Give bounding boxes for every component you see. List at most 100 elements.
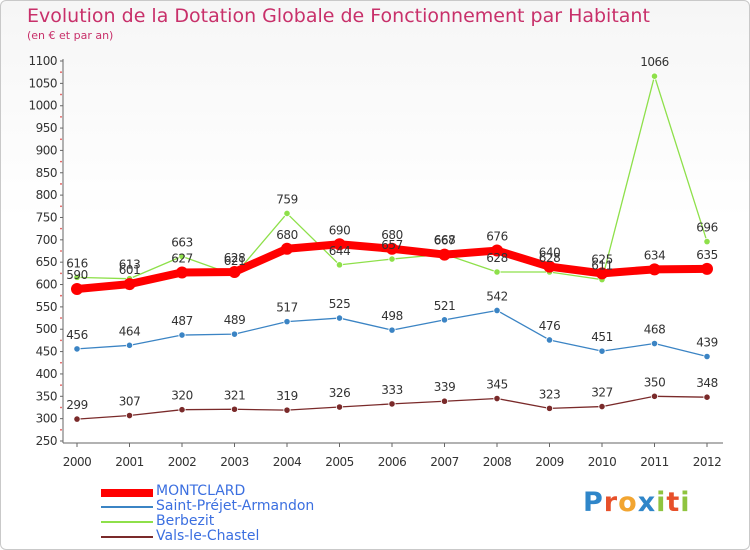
data-label: 348 <box>696 376 717 390</box>
y-tick-label: 300 <box>36 412 57 426</box>
legend-label-berbezit: Berbezit <box>156 513 215 529</box>
data-label: 640 <box>539 246 560 260</box>
data-label: 690 <box>329 223 350 237</box>
logo-letter: i <box>656 487 667 518</box>
data-point <box>73 345 81 353</box>
legend-swatch-berbezit <box>101 521 153 523</box>
y-minor-tick <box>60 250 62 252</box>
data-labels: 616 613 663 621 759 644 657 668 628 628 611 1066 696… <box>66 55 718 412</box>
legend-swatch-montclard <box>101 489 153 497</box>
x-tick-label: 2002 <box>168 455 197 469</box>
data-point <box>703 393 711 401</box>
y-minor-tick <box>60 317 62 319</box>
data-point <box>123 278 136 291</box>
y-tick-label: 700 <box>36 233 57 247</box>
axes: 250 300 350 400 450 500 550 600 650 700 750 800 850 9… <box>28 54 723 469</box>
logo-letter: i <box>680 487 691 518</box>
data-point <box>493 268 501 276</box>
data-label: 627 <box>171 251 192 265</box>
logo-letter: t <box>666 487 681 518</box>
legend-label-saint-prejet-armandon: Saint-Préjet-Armandon <box>156 498 315 514</box>
data-label: 487 <box>171 314 192 328</box>
data-label: 464 <box>119 324 140 338</box>
data-point <box>71 283 83 295</box>
data-label: 333 <box>381 383 402 397</box>
data-label: 299 <box>66 398 87 412</box>
data-label: 668 <box>434 233 455 247</box>
data-label: 468 <box>644 323 665 337</box>
proxiti-logo: Proxiti <box>583 487 691 518</box>
x-tick-label: 2005 <box>325 455 354 469</box>
data-point <box>386 242 398 255</box>
data-point <box>125 411 134 420</box>
data-point <box>440 397 449 405</box>
y-tick-label: 600 <box>36 278 57 292</box>
logo-letter: x <box>637 487 657 518</box>
y-tick-label: 950 <box>36 121 57 135</box>
y-minor-tick <box>60 384 62 387</box>
data-point <box>545 336 554 344</box>
y-minor-tick <box>60 71 62 74</box>
y-tick-label: 750 <box>36 210 57 224</box>
data-point <box>335 403 344 411</box>
x-tick-label: 2008 <box>483 455 512 469</box>
y-tick-label: 1000 <box>28 99 57 113</box>
data-point <box>545 404 554 412</box>
y-minor-tick <box>60 115 62 118</box>
data-label: 663 <box>171 235 192 249</box>
data-label: 439 <box>696 336 717 350</box>
data-point <box>703 352 711 361</box>
x-tick-label: 2012 <box>693 455 722 469</box>
data-point <box>493 394 501 403</box>
data-point <box>438 248 451 261</box>
y-minor-tick <box>60 361 62 364</box>
y-minor-tick <box>60 339 62 342</box>
data-label: 611 <box>591 259 612 273</box>
data-label: 696 <box>696 221 717 235</box>
data-label: 339 <box>434 380 455 394</box>
data-label: 680 <box>276 228 297 242</box>
x-tick-label: 2000 <box>63 455 92 469</box>
data-point <box>125 341 134 349</box>
y-tick-label: 250 <box>36 434 57 448</box>
chart-title: Evolution de la Dotation Globale de Fonc… <box>27 5 650 27</box>
y-tick-label: 400 <box>36 367 57 381</box>
data-point <box>73 415 81 423</box>
y-tick-label: 550 <box>36 300 57 314</box>
data-point <box>178 331 186 339</box>
y-minor-tick <box>60 160 62 163</box>
data-point <box>598 347 606 355</box>
data-point <box>388 255 396 263</box>
data-label: 644 <box>329 244 350 258</box>
data-point <box>491 244 503 257</box>
data-point <box>335 261 344 269</box>
legend-label-vals-le-chastel: Vals-le-Chastel <box>156 528 260 544</box>
data-label: 327 <box>591 386 612 400</box>
data-point <box>388 400 396 408</box>
data-label: 676 <box>486 230 507 244</box>
x-tick-label: 2001 <box>115 455 144 469</box>
data-point <box>335 314 344 322</box>
y-tick-label: 1050 <box>28 76 57 90</box>
data-label: 613 <box>119 258 140 272</box>
data-label: 498 <box>381 309 402 323</box>
data-label: 628 <box>224 251 245 265</box>
y-tick-label: 350 <box>36 389 57 403</box>
y-minor-tick <box>60 138 62 141</box>
data-point <box>388 326 396 334</box>
data-label: 667 <box>434 234 455 248</box>
data-point <box>543 260 556 273</box>
data-label: 1066 <box>640 55 669 69</box>
data-point <box>281 242 293 255</box>
legend-label-montclard: MONTCLARD <box>156 483 246 499</box>
data-point <box>333 238 346 251</box>
data-label: 601 <box>119 263 140 277</box>
y-minor-tick <box>60 294 62 297</box>
y-tick-label: 900 <box>36 143 57 157</box>
data-label: 323 <box>539 387 560 401</box>
logo-letter: P <box>583 487 604 518</box>
x-tick-label: 2011 <box>640 455 669 469</box>
y-tick-label: 800 <box>36 188 57 202</box>
y-minor-tick <box>60 227 62 230</box>
